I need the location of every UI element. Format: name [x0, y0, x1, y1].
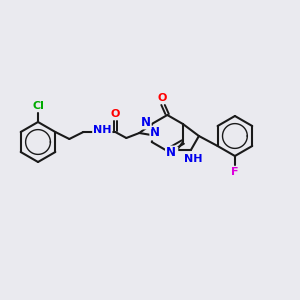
Text: NH: NH — [184, 154, 202, 164]
Text: O: O — [111, 109, 120, 119]
Text: N: N — [150, 127, 160, 140]
Text: Cl: Cl — [32, 101, 44, 111]
Text: NH: NH — [93, 125, 112, 135]
Text: N: N — [166, 146, 176, 160]
Text: N: N — [141, 116, 151, 128]
Text: N: N — [167, 148, 177, 160]
Text: F: F — [231, 167, 239, 177]
Text: O: O — [158, 93, 167, 103]
